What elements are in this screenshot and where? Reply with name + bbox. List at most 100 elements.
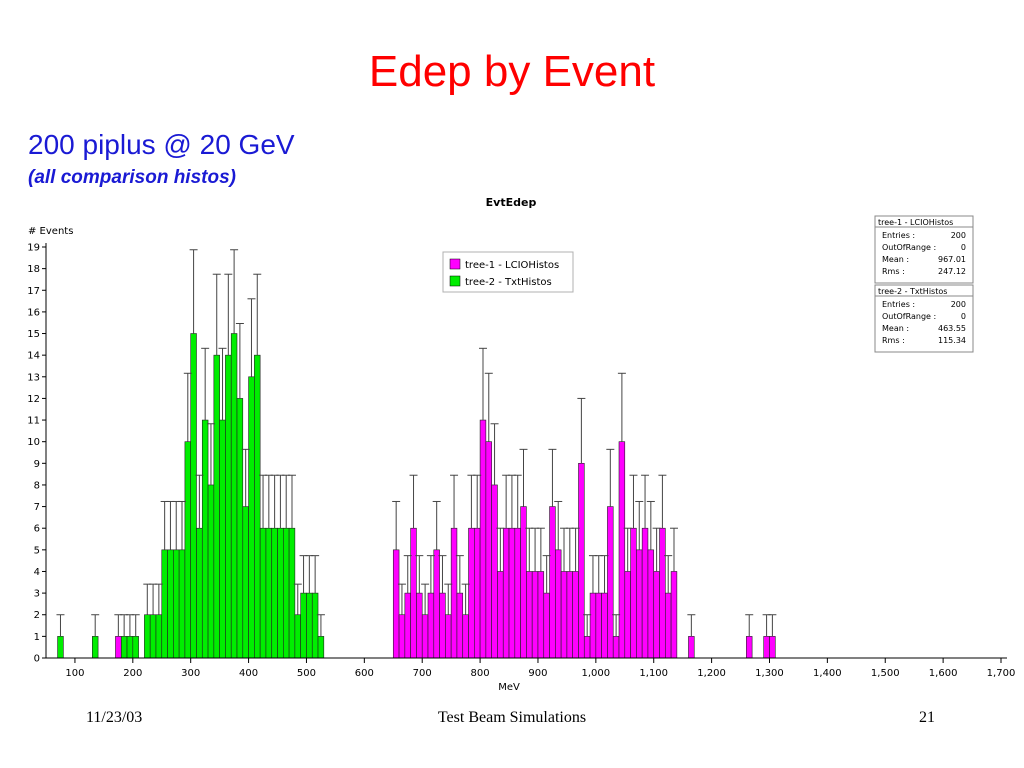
histogram-bar xyxy=(155,614,163,659)
histogram-bar xyxy=(670,571,678,659)
stats-label: Rms : xyxy=(882,336,905,345)
stats-value: 463.55 xyxy=(938,324,966,333)
y-tick-label: 19 xyxy=(27,243,40,254)
x-tick-label: 1,600 xyxy=(929,668,958,679)
x-tick-label: 1,400 xyxy=(813,668,842,679)
histogram-bar xyxy=(265,527,273,659)
y-tick-label: 13 xyxy=(27,372,40,383)
histogram-bar xyxy=(271,527,278,659)
legend: tree-1 - LCIOHistos tree-2 - TxtHistos xyxy=(442,251,574,293)
x-tick-label: 800 xyxy=(471,668,490,679)
x-tick-label: 100 xyxy=(65,668,84,679)
histogram-bar xyxy=(311,592,319,659)
y-tick-label: 12 xyxy=(27,394,40,405)
y-tick-label: 8 xyxy=(34,480,40,491)
y-axis-label: # Events xyxy=(28,226,73,237)
histogram-bar xyxy=(421,614,429,659)
histogram-bar xyxy=(601,592,608,659)
histogram-bar xyxy=(167,549,174,659)
histogram-bar xyxy=(288,527,296,659)
histogram-bar xyxy=(763,636,770,659)
histogram-bar xyxy=(404,592,411,659)
histogram-bar xyxy=(537,571,545,659)
histogram-bar xyxy=(589,592,597,659)
y-tick-label: 6 xyxy=(34,524,40,535)
histogram-bar xyxy=(456,592,464,659)
stats-value: 200 xyxy=(951,300,966,309)
histogram-bar xyxy=(746,636,753,659)
histogram-bar xyxy=(630,527,637,659)
x-tick-label: 1,300 xyxy=(755,668,784,679)
histogram-bar xyxy=(126,636,134,659)
y-tick-label: 1 xyxy=(34,632,40,643)
x-tick-label: 900 xyxy=(528,668,547,679)
histogram-bar xyxy=(526,571,533,659)
stats-label: OutOfRange : xyxy=(882,312,936,321)
x-tick-label: 300 xyxy=(181,668,200,679)
histogram-bar xyxy=(283,527,290,659)
x-tick-label: 1,000 xyxy=(582,668,611,679)
histogram-bar xyxy=(190,333,197,659)
histogram-bar xyxy=(485,441,492,659)
histogram-bar xyxy=(508,527,516,659)
histogram-bar xyxy=(306,592,313,659)
histogram-bar xyxy=(294,614,301,659)
stats-label: Mean : xyxy=(882,255,909,264)
x-tick-label: 500 xyxy=(297,668,316,679)
histogram-bar xyxy=(439,592,446,659)
histogram-bar xyxy=(583,636,591,659)
histogram-bar xyxy=(520,506,527,659)
x-tick-label: 700 xyxy=(413,668,432,679)
histogram-bar xyxy=(178,549,186,659)
histogram-bar xyxy=(254,354,261,659)
histogram-bar xyxy=(317,636,325,659)
histogram-bar xyxy=(560,571,568,659)
legend-swatch-series1 xyxy=(449,258,461,270)
x-tick-label: 1,100 xyxy=(639,668,668,679)
slide-title: Edep by Event xyxy=(368,47,656,96)
histogram-bar xyxy=(300,592,307,659)
histogram-bar xyxy=(184,441,191,659)
stats-value: 967.01 xyxy=(938,255,966,264)
histogram-bar xyxy=(410,527,417,659)
histogram-bar xyxy=(392,549,400,659)
y-tick-label: 10 xyxy=(27,437,40,448)
histogram-bar xyxy=(531,571,539,659)
histogram-bar xyxy=(92,636,99,659)
x-tick-label: 1,500 xyxy=(871,668,900,679)
slide-subtitle: 200 piplus @ 20 GeV xyxy=(28,129,295,160)
histogram-bar xyxy=(236,398,244,659)
histogram-bar xyxy=(57,636,64,659)
x-tick-label: 200 xyxy=(123,668,142,679)
stats-label: Rms : xyxy=(882,267,905,276)
footer-date: 11/23/03 xyxy=(86,709,143,726)
histogram-bar xyxy=(641,527,649,659)
y-tick-label: 0 xyxy=(34,654,40,665)
histogram-chart: EvtEdep # Events MeV 0123456789101112131… xyxy=(27,196,1015,693)
histogram-bar xyxy=(555,549,562,659)
y-tick-label: 15 xyxy=(27,329,40,340)
x-axis-label: MeV xyxy=(498,682,520,693)
slide-note: (all comparison histos) xyxy=(28,167,236,188)
stats-value: 0 xyxy=(961,243,966,252)
histogram-bar xyxy=(277,527,284,659)
histogram-bar xyxy=(462,614,469,659)
histogram-bar xyxy=(398,614,406,659)
histogram-bar xyxy=(219,419,226,659)
y-tick-label: 16 xyxy=(27,307,40,318)
histogram-bar xyxy=(132,636,139,659)
histogram-bar xyxy=(659,527,666,659)
stats-value: 247.12 xyxy=(938,267,966,276)
histogram-bar xyxy=(502,527,510,659)
y-tick-label: 11 xyxy=(27,416,40,427)
histogram-bar xyxy=(242,506,249,659)
chart-title: EvtEdep xyxy=(486,196,537,209)
histogram-bar xyxy=(230,333,238,659)
histogram-bar xyxy=(433,549,440,659)
x-tick-label: 1,200 xyxy=(697,668,726,679)
histogram-bar xyxy=(543,592,550,659)
y-tick-label: 5 xyxy=(34,545,40,556)
histogram-bar xyxy=(566,571,573,659)
histogram-bar xyxy=(427,592,435,659)
footer-page-number: 21 xyxy=(919,709,935,726)
